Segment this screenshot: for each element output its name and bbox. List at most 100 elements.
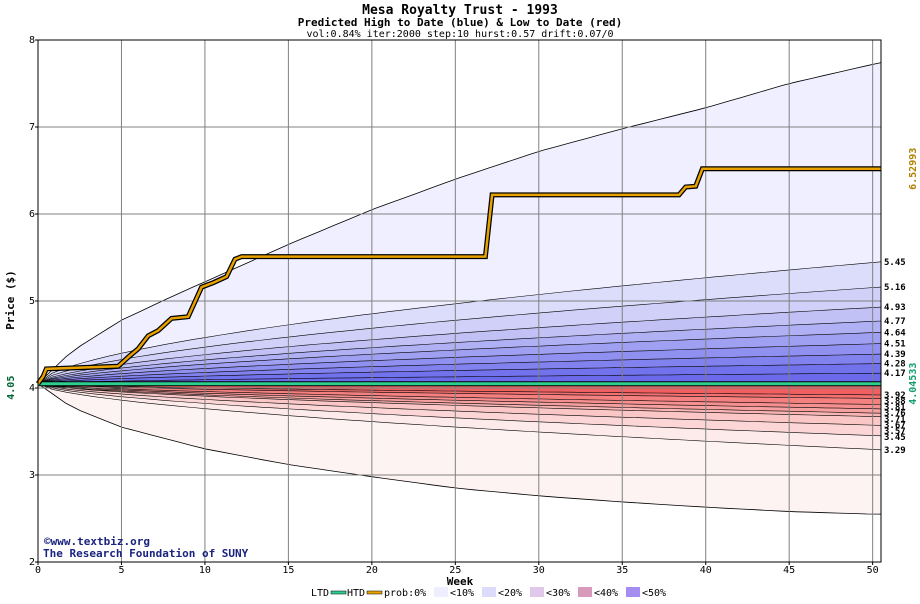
legend-bin-swatch <box>434 587 448 597</box>
high-percentile-line-7 <box>37 363 882 384</box>
low-percentile-label: 3.81 <box>884 403 906 413</box>
high-band-0 <box>38 62 881 384</box>
x-tick-label: 0 <box>35 565 41 576</box>
high-percentile-label: 4.39 <box>884 350 906 360</box>
low-percentile-line-5 <box>37 383 882 417</box>
legend-prob-label: prob:0% <box>384 588 426 599</box>
x-tick-label: 40 <box>700 565 712 576</box>
low-percentile-label: 3.45 <box>884 433 906 443</box>
chart-subtitle: Predicted High to Date (blue) & Low to D… <box>298 16 623 29</box>
high-percentile-line-3 <box>37 320 882 384</box>
high-percentile-label: 5.45 <box>884 258 906 268</box>
low-percentile-label: 3.57 <box>884 427 906 437</box>
high-band-3 <box>38 307 881 384</box>
legend-htd-label: HTD <box>347 588 365 599</box>
low-percentile-line-6 <box>37 383 882 426</box>
chart-title: Mesa Royalty Trust - 1993 <box>362 3 558 18</box>
x-tick-label: 20 <box>366 565 378 576</box>
chart-params: vol:0.84% iter:2000 step:10 hurst:0.57 d… <box>306 29 613 40</box>
high-band-7 <box>38 354 881 384</box>
legend-bin-label: <20% <box>498 588 522 599</box>
y-tick-label: 8 <box>29 35 35 46</box>
legend: LTD HTD prob:0% <10% <20% <30% <40% <50% <box>311 587 666 599</box>
low-percentile-line-3 <box>37 383 882 410</box>
legend-htd-swatch <box>366 590 383 595</box>
x-tick-label: 50 <box>867 565 879 576</box>
high-percentile-label: 4.51 <box>884 340 906 350</box>
low-band-5 <box>38 383 881 417</box>
low-percentile-label: 3.88 <box>884 397 906 407</box>
high-band-6 <box>38 343 881 384</box>
high-band-9 <box>38 373 881 384</box>
y-tick-label: 7 <box>29 122 35 133</box>
y-axis-label: Price ($) <box>4 270 17 330</box>
high-percentile-label: 4.64 <box>884 328 906 338</box>
high-percentile-label: 4.28 <box>884 360 906 370</box>
y-tick-label: 4 <box>29 383 35 394</box>
x-tick-label: 30 <box>533 565 545 576</box>
high-percentile-label: 4.17 <box>884 369 906 379</box>
legend-ltd-swatch <box>330 590 347 595</box>
high-band-5 <box>38 332 881 384</box>
htd-series-line <box>36 167 881 385</box>
high-band-4 <box>38 321 881 384</box>
low-band-4 <box>38 383 881 414</box>
high-percentile-label: 5.16 <box>884 283 906 293</box>
credit-organization: The Research Foundation of SUNY <box>43 547 249 560</box>
y-tick-label: 3 <box>29 470 35 481</box>
high-percentile-line-6 <box>37 353 882 384</box>
legend-bin-label: <40% <box>594 588 618 599</box>
start-price-label: 4.05 <box>6 376 17 400</box>
low-band-7 <box>38 383 881 436</box>
low-band-3 <box>38 383 881 409</box>
high-percentile-line-8 <box>37 372 882 384</box>
x-tick-label: 35 <box>616 565 628 576</box>
low-percentile-label: 3.92 <box>884 391 906 401</box>
legend-bin-swatch <box>626 587 640 597</box>
high-band-1 <box>38 261 881 384</box>
low-band-8 <box>38 383 881 450</box>
legend-bin-label: <10% <box>450 588 474 599</box>
y-tick-label: 6 <box>29 209 35 220</box>
high-percentile-line-5 <box>37 343 882 384</box>
x-axis-label: Week <box>447 575 474 588</box>
legend-bin-label: <50% <box>642 588 666 599</box>
low-band-2 <box>38 383 881 405</box>
high-band-outer-line <box>37 62 882 384</box>
ltd-end-value-label: 4.04533 <box>908 363 919 405</box>
high-percentile-label: 4.77 <box>884 317 906 327</box>
low-band-9 <box>38 383 881 515</box>
legend-bin-swatch <box>530 587 544 597</box>
low-percentile-line-1 <box>37 383 882 399</box>
legend-bin-swatch <box>482 587 496 597</box>
x-tick-label: 15 <box>282 565 294 576</box>
x-tick-label: 10 <box>199 565 211 576</box>
high-percentile-line-1 <box>37 286 882 384</box>
high-band-2 <box>38 287 881 384</box>
credit-website: ©www.textbiz.org <box>44 535 150 548</box>
legend-bin-label: <30% <box>546 588 570 599</box>
low-band-1 <box>38 383 881 399</box>
x-tick-label: 25 <box>449 565 461 576</box>
high-percentile-line-2 <box>37 306 882 384</box>
high-percentile-label: 4.93 <box>884 303 906 313</box>
high-percentile-line-0 <box>37 261 882 384</box>
plot-area: 0 5 10 15 20 25 30 35 40 45 5023456784.055.455.164… <box>6 35 919 576</box>
low-band-outer-line <box>37 383 882 515</box>
low-percentile-line-2 <box>37 383 882 405</box>
low-band-6 <box>38 383 881 426</box>
low-percentile-line-4 <box>37 383 882 414</box>
low-percentile-label: 3.71 <box>884 415 906 425</box>
legend-bin-swatch <box>578 587 592 597</box>
high-percentile-line-4 <box>37 332 882 384</box>
x-tick-label: 5 <box>118 565 124 576</box>
low-band-0 <box>38 383 881 395</box>
x-tick-label: 45 <box>783 565 795 576</box>
low-percentile-label: 3.67 <box>884 421 906 431</box>
low-percentile-line-8 <box>37 383 882 451</box>
y-tick-label: 5 <box>29 296 35 307</box>
low-percentile-label: 3.76 <box>884 409 906 419</box>
legend-ltd-label: LTD <box>311 588 329 599</box>
